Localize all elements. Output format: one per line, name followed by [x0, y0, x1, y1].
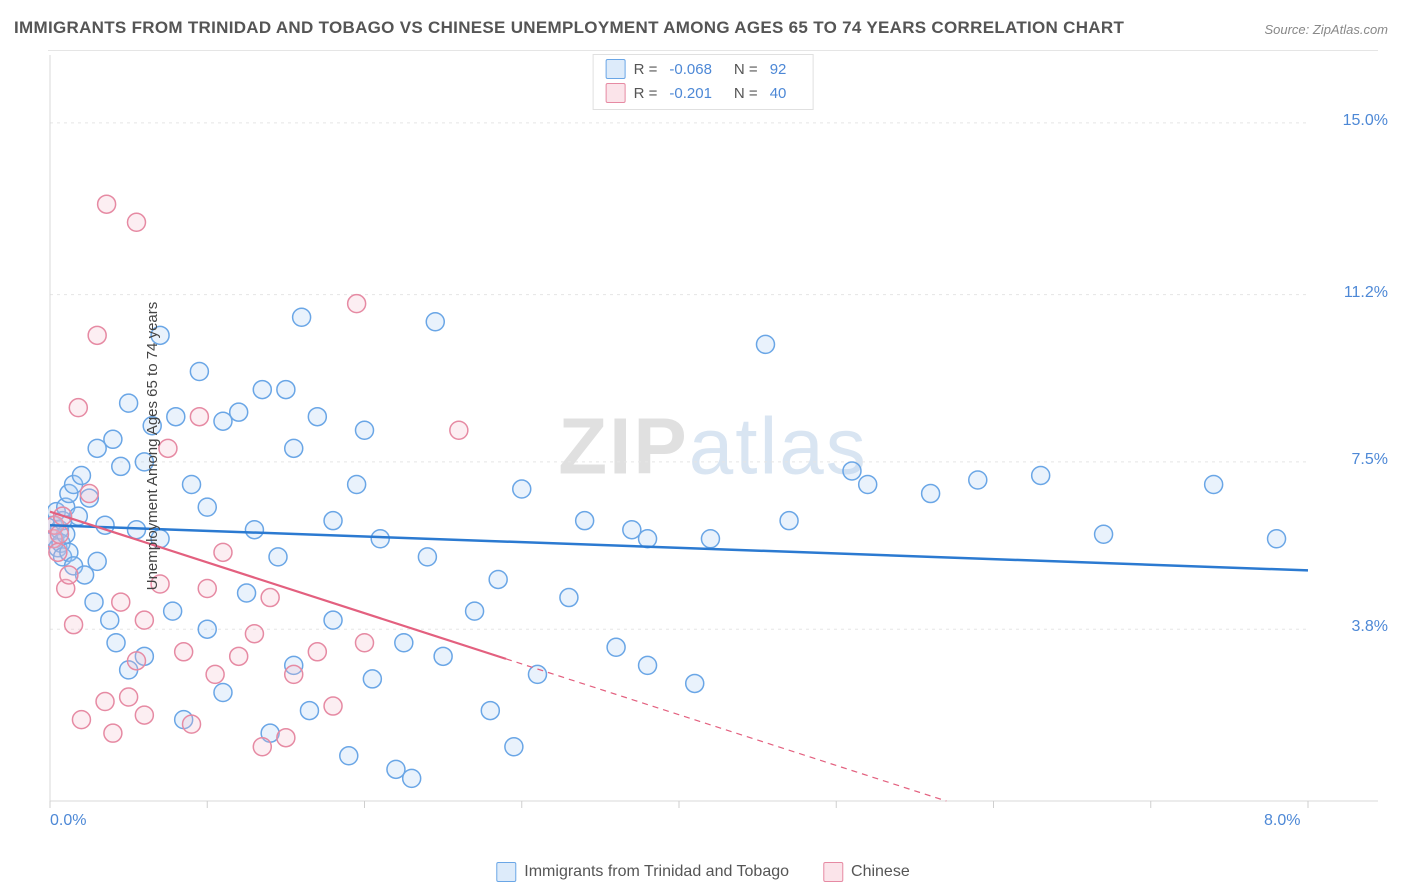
y-axis-label: Unemployment Among Ages 65 to 74 years — [144, 302, 161, 591]
y-tick-label: 11.2% — [1344, 284, 1388, 302]
legend-stat-row: R = -0.201 N = 40 — [606, 81, 801, 105]
legend-swatch — [823, 862, 843, 882]
y-tick-label: 3.8% — [1352, 618, 1388, 636]
chart-title: IMMIGRANTS FROM TRINIDAD AND TOBAGO VS C… — [14, 18, 1124, 38]
legend-r-label: R = — [634, 85, 658, 102]
legend-series-label: Immigrants from Trinidad and Tobago — [524, 863, 789, 881]
legend-r-value: -0.201 — [669, 85, 712, 102]
legend-r-value: -0.068 — [669, 61, 712, 78]
legend-swatch — [606, 83, 626, 103]
chart-area: ZIPatlas — [48, 50, 1378, 850]
legend-n-label: N = — [734, 85, 758, 102]
legend-r-label: R = — [634, 61, 658, 78]
legend-series-item: Immigrants from Trinidad and Tobago — [496, 862, 789, 882]
legend-stat-row: R = -0.068 N = 92 — [606, 57, 801, 81]
y-tick-label: 7.5% — [1352, 451, 1388, 469]
x-tick-label: 8.0% — [1264, 812, 1300, 830]
legend-series-item: Chinese — [823, 862, 910, 882]
legend-n-value: 40 — [770, 85, 787, 102]
legend-swatch — [606, 59, 626, 79]
legend-n-label: N = — [734, 61, 758, 78]
scatter-plot — [48, 51, 1378, 841]
legend-series-label: Chinese — [851, 863, 910, 881]
source-attribution: Source: ZipAtlas.com — [1264, 22, 1388, 37]
y-tick-label: 15.0% — [1343, 112, 1388, 130]
legend-n-value: 92 — [770, 61, 787, 78]
legend-series: Immigrants from Trinidad and Tobago Chine… — [496, 862, 909, 882]
legend-correlation-box: R = -0.068 N = 92 R = -0.201 N = 40 — [593, 54, 814, 110]
x-tick-label: 0.0% — [50, 812, 86, 830]
legend-swatch — [496, 862, 516, 882]
